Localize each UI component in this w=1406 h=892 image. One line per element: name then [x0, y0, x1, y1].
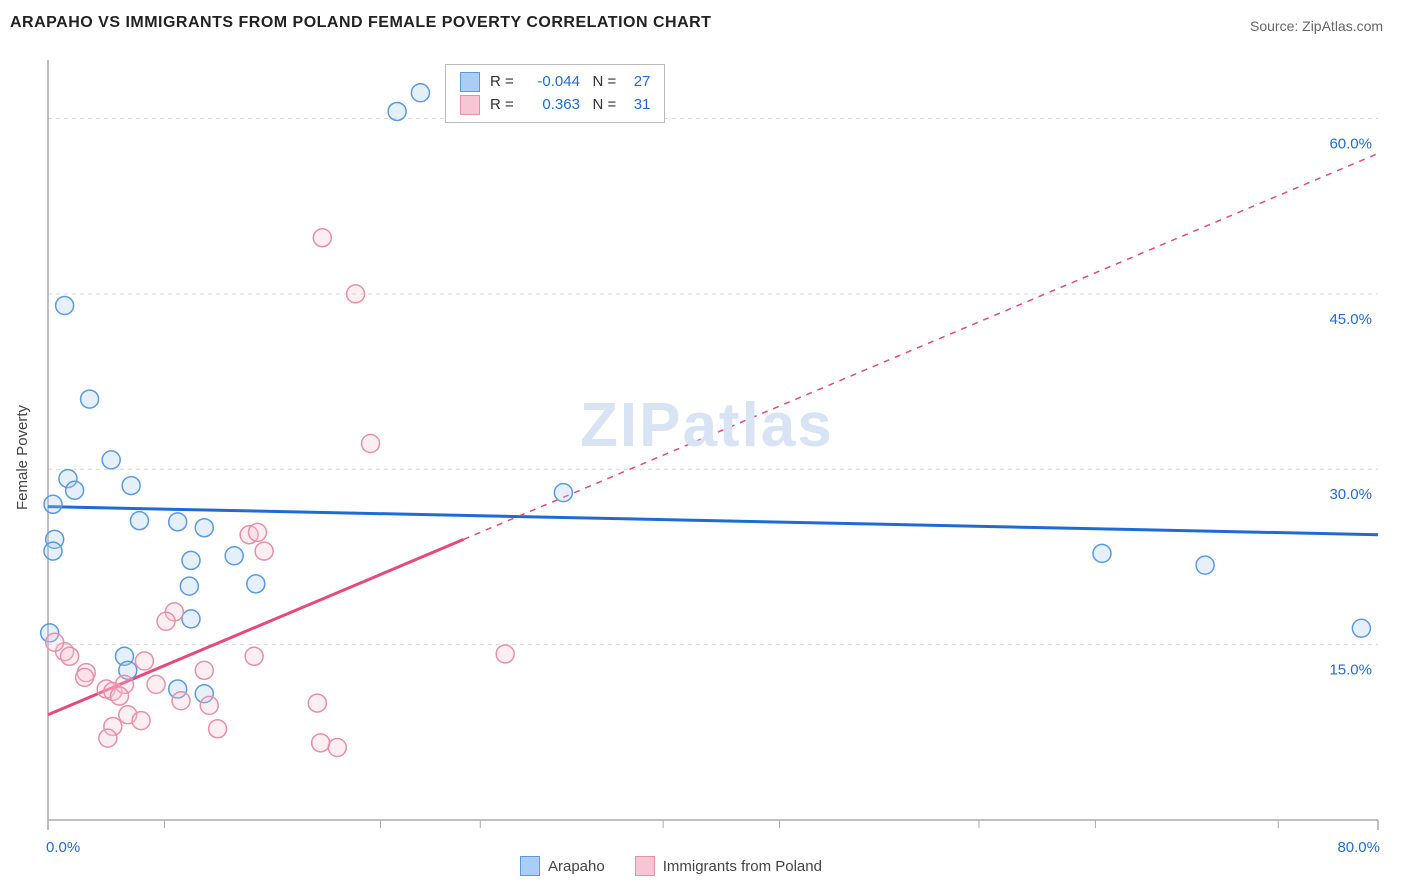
data-point [328, 739, 346, 757]
data-point [169, 513, 187, 531]
data-point [247, 575, 265, 593]
data-point [135, 652, 153, 670]
legend-label: Arapaho [548, 858, 605, 875]
data-point [56, 297, 74, 315]
x-tick-label: 0.0% [46, 839, 80, 856]
legend-swatch [520, 856, 540, 876]
data-point [388, 102, 406, 120]
data-point [195, 519, 213, 537]
y-tick-label: 60.0% [1329, 135, 1372, 152]
data-point [44, 495, 62, 513]
legend-item: Arapaho [520, 856, 605, 876]
stats-legend: R = -0.044 N = 27R = 0.363 N = 31 [445, 64, 665, 123]
data-point [245, 647, 263, 665]
data-point [347, 285, 365, 303]
data-point [66, 481, 84, 499]
data-point [200, 696, 218, 714]
data-point [308, 694, 326, 712]
y-tick-label: 45.0% [1329, 311, 1372, 328]
data-point [99, 729, 117, 747]
data-point [102, 451, 120, 469]
data-point [61, 647, 79, 665]
data-point [76, 668, 94, 686]
data-point [46, 633, 64, 651]
data-point [411, 84, 429, 102]
data-point [255, 542, 273, 560]
x-tick-label: 80.0% [1337, 839, 1380, 856]
y-tick-label: 15.0% [1329, 662, 1372, 679]
data-point [182, 551, 200, 569]
legend-swatch [635, 856, 655, 876]
data-point [147, 675, 165, 693]
data-point [157, 612, 175, 630]
data-point [195, 661, 213, 679]
data-point [554, 484, 572, 502]
data-point [44, 542, 62, 560]
legend-row: R = 0.363 N = 31 [460, 94, 650, 117]
trend-line-extrapolated [464, 154, 1378, 540]
legend-row: R = -0.044 N = 27 [460, 71, 650, 94]
data-point [180, 577, 198, 595]
legend-swatch [460, 95, 480, 115]
data-point [496, 645, 514, 663]
legend-label: Immigrants from Poland [663, 858, 822, 875]
data-point [182, 610, 200, 628]
data-point [172, 692, 190, 710]
data-point [225, 547, 243, 565]
data-point [122, 477, 140, 495]
legend-item: Immigrants from Poland [635, 856, 822, 876]
scatter-plot: 15.0% 30.0% 45.0% 60.0% 0.0% 80.0% [0, 0, 1406, 892]
data-point [1352, 619, 1370, 637]
data-point [1093, 544, 1111, 562]
data-point [248, 523, 266, 541]
y-tick-label: 30.0% [1329, 486, 1372, 503]
data-point [81, 390, 99, 408]
data-point [312, 734, 330, 752]
data-point [110, 687, 128, 705]
data-point [209, 720, 227, 738]
data-point [313, 229, 331, 247]
data-point [362, 435, 380, 453]
series-legend: Arapaho Immigrants from Poland [520, 856, 822, 876]
data-point [1196, 556, 1214, 574]
legend-swatch [460, 72, 480, 92]
data-point [132, 712, 150, 730]
data-point [130, 512, 148, 530]
